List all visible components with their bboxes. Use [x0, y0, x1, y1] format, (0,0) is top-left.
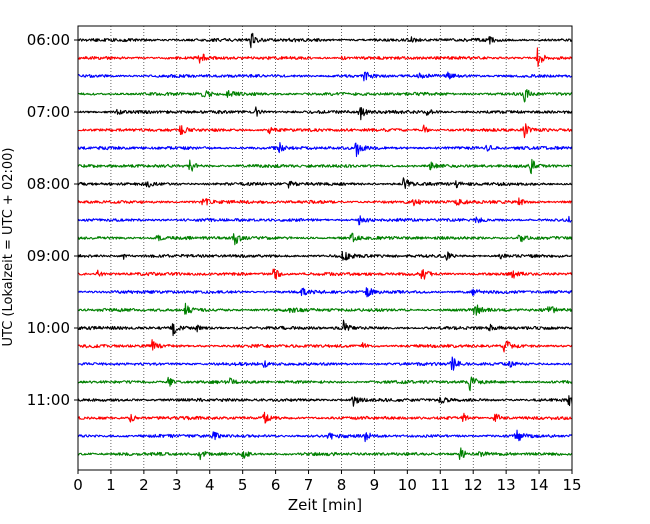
y-tick-label: 07:00: [27, 103, 70, 121]
x-tick-label: 8: [337, 476, 347, 494]
trace-row-10: [77, 215, 573, 226]
x-tick-label: 15: [562, 476, 581, 494]
trace-row-0: [77, 32, 573, 49]
x-tick-label: 1: [106, 476, 116, 494]
x-tick-label: 10: [398, 476, 417, 494]
trace-row-12: [77, 251, 573, 261]
trace-row-19: [77, 376, 573, 392]
trace-row-6: [77, 141, 573, 158]
y-axis-label: UTC (Lokalzeit = UTC + 02:00): [1, 148, 16, 347]
x-axis-label: Zeit [min]: [288, 496, 362, 514]
trace-row-21: [77, 411, 573, 424]
trace-row-5: [77, 123, 573, 139]
x-tick-label: 6: [271, 476, 281, 494]
grid-lines: [110, 26, 540, 470]
trace-row-17: [77, 339, 573, 353]
trace-row-22: [77, 429, 573, 443]
trace-row-2: [77, 71, 573, 82]
trace-row-4: [77, 106, 573, 121]
x-tick-label: 9: [370, 476, 380, 494]
trace-row-8: [77, 177, 573, 189]
x-tick-label: 12: [464, 476, 483, 494]
trace-row-20: [77, 395, 573, 407]
x-axis-ticks: 0 1 2 3 4 5 6 7 8 9 10 11 12 13 14 15: [73, 470, 582, 494]
y-tick-label: 06:00: [27, 31, 70, 49]
trace-row-15: [77, 302, 573, 316]
y-tick-label: 10:00: [27, 319, 70, 337]
y-tick-label: 09:00: [27, 247, 70, 265]
plot-frame: [77, 25, 573, 471]
trace-row-16: [77, 319, 573, 337]
x-tick-label: 3: [172, 476, 182, 494]
trace-row-3: [77, 89, 573, 103]
trace-row-13: [77, 268, 573, 280]
x-tick-label: 5: [238, 476, 248, 494]
x-tick-label: 2: [139, 476, 149, 494]
y-axis-ticks: 06:00 07:00 08:00 09:00 10:00 11:00: [27, 31, 78, 409]
x-tick-label: 4: [205, 476, 215, 494]
y-tick-label: 08:00: [27, 175, 70, 193]
x-tick-label: 13: [497, 476, 516, 494]
x-tick-label: 0: [73, 476, 83, 494]
trace-row-11: [77, 232, 573, 246]
trace-row-1: [77, 47, 573, 67]
seismogram-traces: [77, 32, 573, 461]
trace-row-23: [77, 447, 573, 461]
x-tick-label: 11: [431, 476, 450, 494]
x-tick-label: 7: [304, 476, 314, 494]
x-tick-label: 14: [530, 476, 549, 494]
trace-row-18: [77, 356, 573, 371]
trace-row-7: [77, 158, 573, 175]
trace-row-14: [77, 287, 573, 298]
y-tick-label: 11:00: [27, 391, 70, 409]
trace-row-9: [77, 197, 573, 207]
